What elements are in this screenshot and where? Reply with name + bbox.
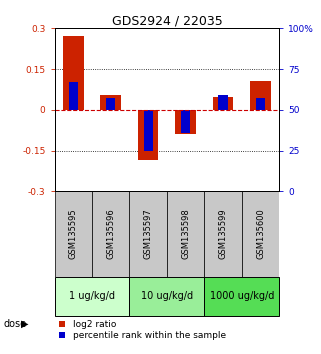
Text: GSM135597: GSM135597 [144,209,153,259]
Bar [106,98,116,110]
Bar [204,191,242,277]
Text: GSM135595: GSM135595 [69,209,78,259]
Text: GSM135598: GSM135598 [181,209,190,259]
Bar [129,277,204,315]
Text: 1000 ug/kg/d: 1000 ug/kg/d [210,291,274,301]
Text: GSM135596: GSM135596 [106,209,115,259]
Legend: log2 ratio, percentile rank within the sample: log2 ratio, percentile rank within the s… [59,320,226,340]
Bar [69,82,78,110]
Bar [55,191,92,277]
Text: GSM135600: GSM135600 [256,209,265,259]
Bar [213,97,233,110]
Bar [100,95,121,110]
Bar [218,95,228,110]
Bar [204,277,279,315]
Bar [250,81,271,110]
Bar [143,110,153,150]
Bar [181,110,190,133]
Title: GDS2924 / 22035: GDS2924 / 22035 [111,14,222,27]
Bar [55,277,129,315]
Text: dose: dose [3,319,26,329]
Bar [256,98,265,110]
Text: 1 ug/kg/d: 1 ug/kg/d [69,291,115,301]
Bar [242,191,279,277]
Text: GSM135599: GSM135599 [219,209,228,259]
Bar [63,36,83,110]
Bar [175,110,196,134]
Bar [167,191,204,277]
Bar [129,191,167,277]
Bar [138,110,159,160]
Bar [92,191,129,277]
Text: 10 ug/kg/d: 10 ug/kg/d [141,291,193,301]
Text: ▶: ▶ [21,319,28,329]
